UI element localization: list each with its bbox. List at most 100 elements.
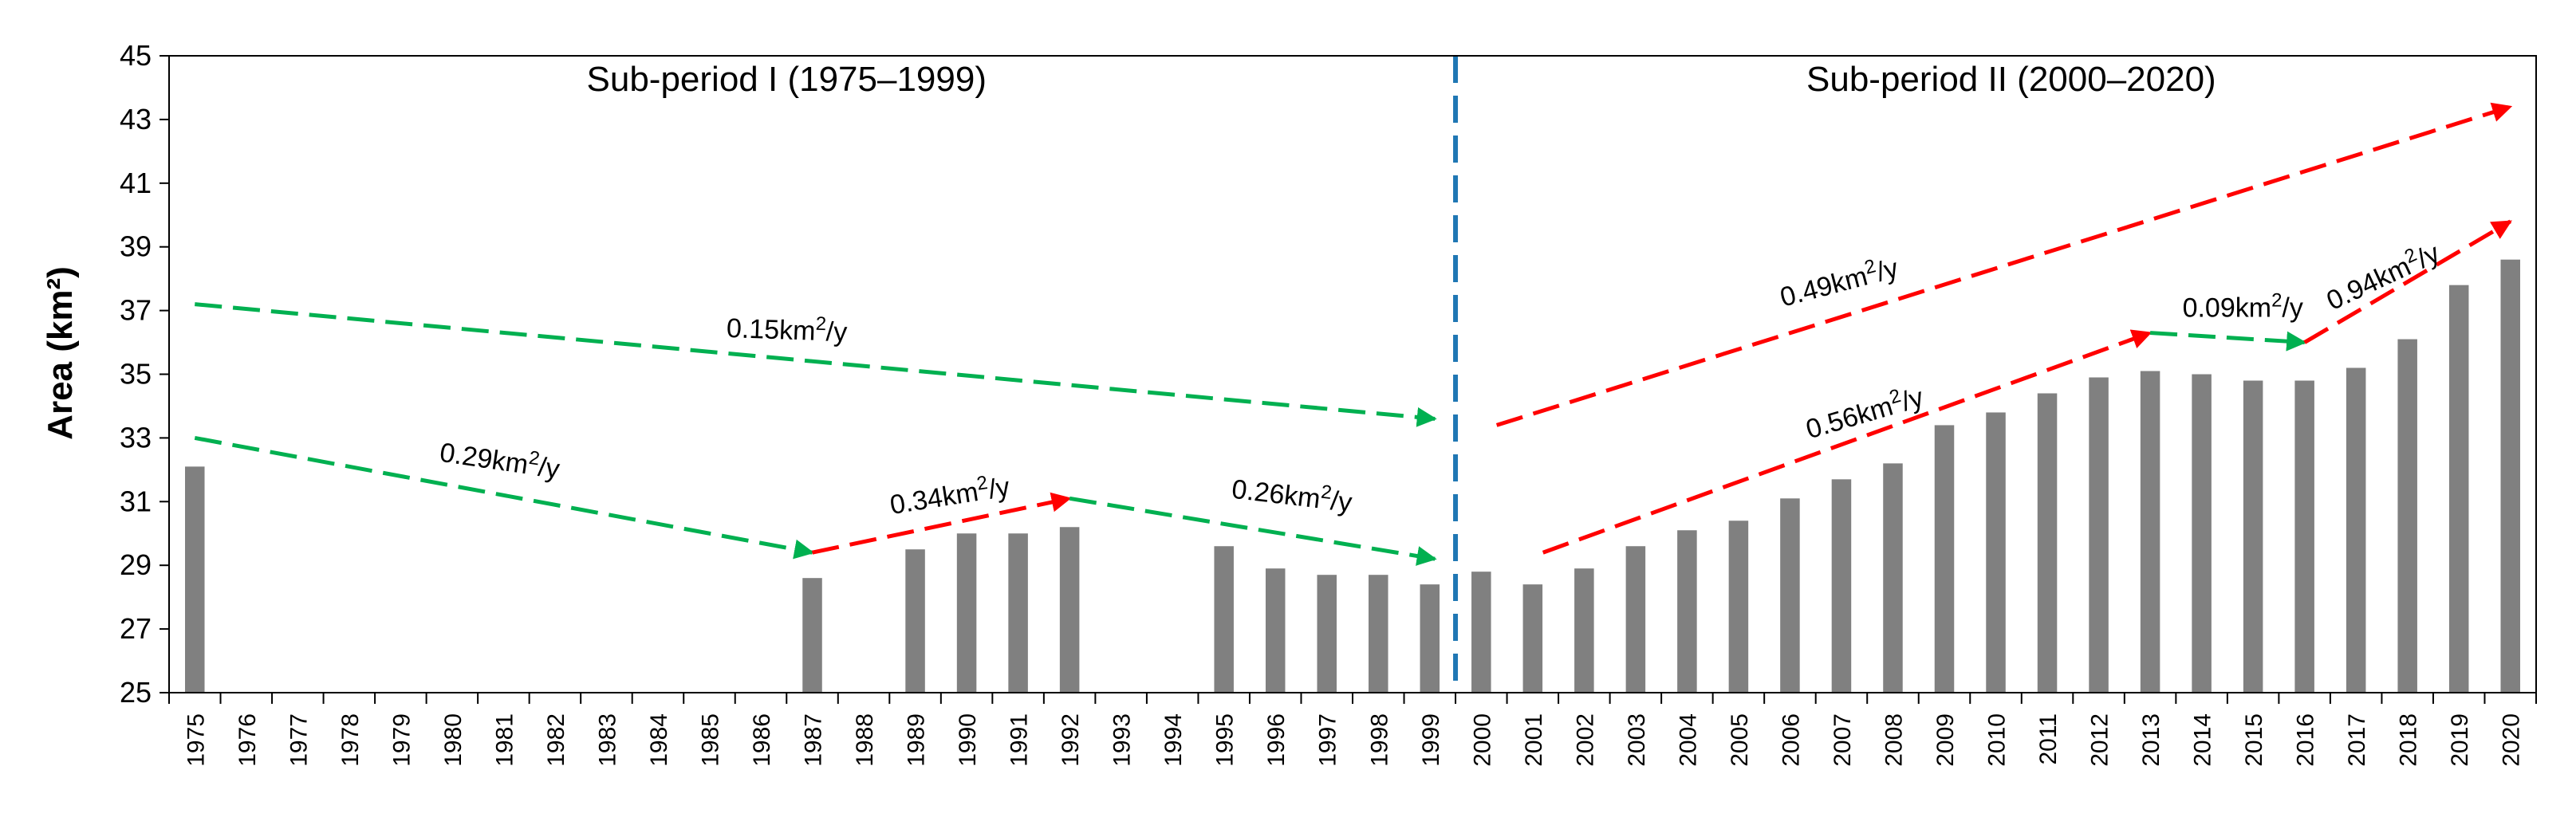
x-tick-label-1989: 1989 [904,713,930,767]
x-tick-label-2000: 2000 [1469,713,1495,767]
x-tick-label-1993: 1993 [1109,713,1136,767]
trend-arrow-8 [2303,219,2512,344]
y-tick-label: 25 [120,676,152,709]
y-tick-label: 33 [120,421,152,454]
x-tick-label-2011: 2011 [2035,713,2062,765]
x-tick-label-1996: 1996 [1263,713,1290,767]
bar-2008 [1883,463,1903,693]
period-label-1: Sub-period I (1975–1999) [587,60,987,99]
bar-2016 [2294,380,2314,693]
y-tick-label: 29 [120,548,152,581]
bar-1995 [1214,546,1234,693]
x-tick-label-2006: 2006 [1778,713,1804,767]
bar-1997 [1317,575,1337,693]
bar-2009 [1934,425,1955,693]
bar-1996 [1265,568,1286,693]
x-tick-label-2002: 2002 [1572,713,1598,767]
bar-2018 [2397,339,2417,693]
x-tick-label-1983: 1983 [594,713,620,767]
y-tick-label: 43 [120,103,152,136]
bar-1975 [185,466,205,693]
bar-1990 [956,533,977,693]
bar-2004 [1677,530,1697,693]
x-tick-label-1998: 1998 [1366,713,1392,767]
x-tick-label-2017: 2017 [2344,713,2370,767]
y-tick-label: 27 [120,612,152,645]
y-tick-label: 41 [120,167,152,199]
x-tick-label-1999: 1999 [1418,713,1444,767]
y-tick-label: 39 [120,230,152,263]
trend-arrow-1 [195,302,1437,427]
trend-arrow-5 [1495,102,2513,427]
x-tick-label-2015: 2015 [2241,713,2267,767]
bar-2005 [1728,520,1749,693]
x-tick-label-1981: 1981 [491,713,518,767]
bar-2014 [2192,374,2212,693]
x-tick-label-2013: 2013 [2138,713,2164,767]
trend-arrow-4 [1069,496,1437,566]
x-tick-label-1990: 1990 [955,713,981,767]
bar-2015 [2243,380,2263,693]
bar-1987 [802,578,822,693]
y-tick-label: 45 [120,39,152,72]
x-tick-label-2007: 2007 [1830,713,1856,767]
x-tick-label-1976: 1976 [234,713,261,767]
trend-rate-label-7: 0.09km2/y [2183,289,2303,324]
x-tick-label-1980: 1980 [440,713,467,767]
trend-arrow-6 [1542,329,2153,555]
bar-1999 [1420,584,1440,693]
bar-2011 [2037,393,2058,693]
bar-1992 [1059,527,1080,693]
bar-2003 [1625,546,1646,693]
trend-arrow-7 [2149,331,2307,352]
bar-2019 [2448,285,2469,693]
x-tick-label-1985: 1985 [697,713,723,767]
x-tick-label-1992: 1992 [1058,713,1084,767]
x-tick-label-1991: 1991 [1006,713,1033,767]
bar-2006 [1780,498,1800,693]
x-tick-label-1994: 1994 [1160,713,1187,767]
bar-2000 [1471,572,1491,693]
y-tick-labels: 25 27 29 31 33 35 37 39 41 43 45 [120,39,152,709]
axes [160,55,2537,704]
x-tick-label-2019: 2019 [2447,713,2473,767]
bar-2001 [1522,584,1543,693]
bar-2007 [1831,479,1852,693]
x-tick-label-1978: 1978 [337,713,364,767]
x-tick-label-2016: 2016 [2293,713,2319,767]
x-tick-label-1979: 1979 [388,713,415,767]
period-label-2: Sub-period II (2000–2020) [1806,60,2216,99]
x-tick-label-1988: 1988 [852,713,878,767]
trend-arrow-2 [194,435,814,560]
x-tick-label-2020: 2020 [2499,713,2525,767]
x-tick-label-2010: 2010 [1984,713,2011,767]
bar-2013 [2140,371,2160,693]
bar-series [185,259,2520,693]
y-tick-label: 31 [120,485,152,517]
y-axis-label: Area (km²) [41,266,80,440]
x-tick-label-2008: 2008 [1881,713,1907,767]
bar-1991 [1008,533,1028,693]
x-tick-label-1984: 1984 [646,713,672,767]
x-tick-label-2012: 2012 [2087,713,2113,767]
x-tick-label-1975: 1975 [183,713,209,767]
x-tick-label-2004: 2004 [1675,713,1701,767]
y-tick-label: 35 [120,358,152,391]
x-tick-labels: 1975 1976 1977 1978 1979 1980 1981 1982 1983 1984… [183,713,2524,767]
bar-2010 [1986,412,2006,693]
x-tick-label-1987: 1987 [801,713,827,767]
x-tick-label-2014: 2014 [2190,713,2216,767]
x-tick-label-2009: 2009 [1932,713,1959,767]
trend-rate-label-1: 0.15km2/y [726,309,848,348]
x-tick-label-1986: 1986 [749,713,775,767]
trend-arrows [194,102,2513,566]
y-tick-label: 37 [120,294,152,327]
bar-2002 [1574,568,1594,693]
x-tick-label-2003: 2003 [1624,713,1650,767]
x-tick-label-2001: 2001 [1521,713,1547,767]
x-tick-label-1982: 1982 [543,713,569,767]
x-tick-label-2018: 2018 [2396,713,2422,767]
bar-1998 [1369,575,1388,693]
